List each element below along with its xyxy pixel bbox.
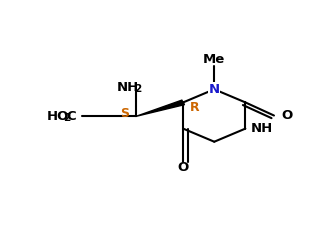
- Text: S: S: [120, 107, 129, 120]
- Text: NH: NH: [117, 81, 140, 94]
- Text: NH: NH: [250, 122, 273, 135]
- Text: 2: 2: [63, 114, 70, 123]
- Text: N: N: [209, 83, 220, 96]
- Polygon shape: [136, 100, 185, 116]
- Text: O: O: [281, 109, 292, 122]
- Text: R: R: [190, 101, 199, 114]
- Text: C: C: [66, 110, 76, 123]
- Text: O: O: [178, 161, 189, 174]
- Text: 2: 2: [134, 84, 142, 94]
- Text: Me: Me: [203, 53, 225, 66]
- Text: HO: HO: [46, 110, 69, 123]
